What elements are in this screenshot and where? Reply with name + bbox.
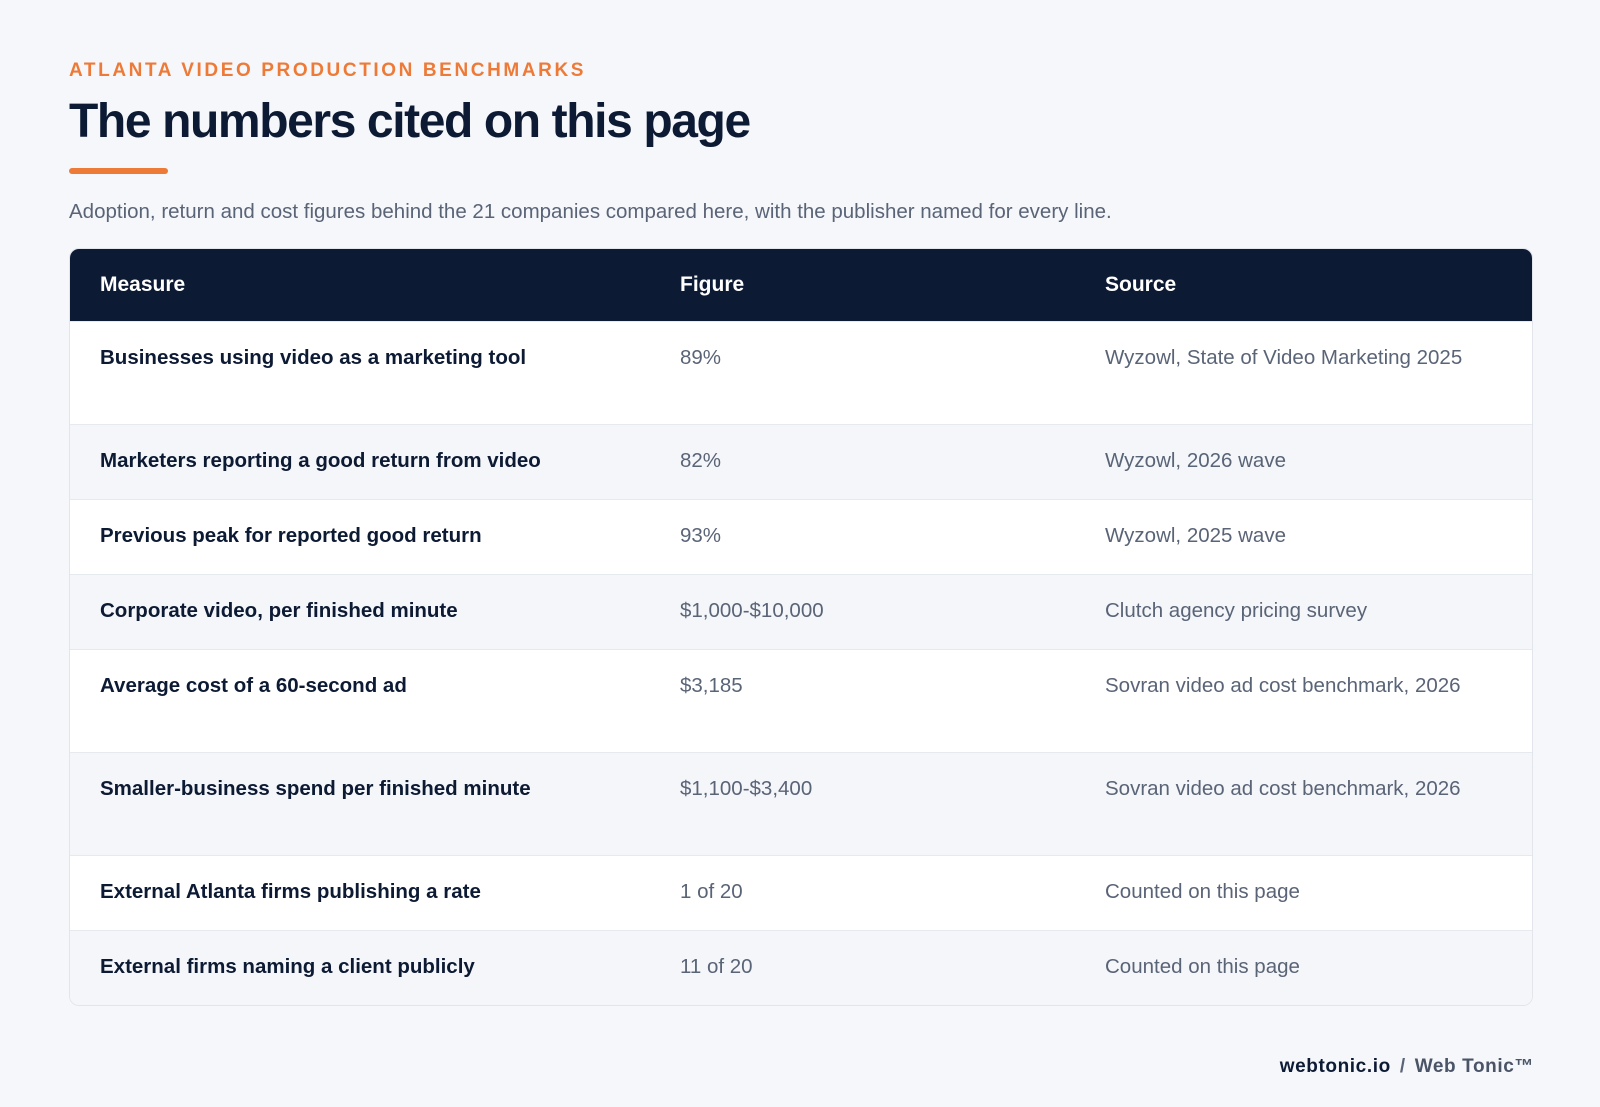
figure-cell: 11 of 20 — [680, 955, 753, 978]
figure-cell: 93% — [680, 524, 722, 547]
eyebrow-label: ATLANTA VIDEO PRODUCTION BENCHMARKS — [69, 60, 587, 81]
page-title: The numbers cited on this page — [69, 95, 751, 148]
table-row: Corporate video, per finished minute $1,… — [70, 574, 1532, 649]
page-subtitle: Adoption, return and cost figures behind… — [69, 200, 1112, 223]
figure-cell: $1,100-$3,400 — [680, 777, 813, 800]
column-header-measure: Measure — [100, 273, 186, 296]
source-cell: Wyzowl, 2025 wave — [1105, 524, 1286, 547]
footer-separator: / — [1399, 1056, 1406, 1077]
figure-cell: 82% — [680, 449, 722, 472]
table-row: Previous peak for reported good return 9… — [70, 499, 1532, 574]
footer-credit: webtonic.io / Web Tonic™ — [1280, 1054, 1534, 1080]
accent-divider — [69, 168, 168, 174]
footer-brand: Web Tonic™ — [1414, 1056, 1534, 1077]
column-header-figure: Figure — [680, 273, 745, 296]
measure-cell: Previous peak for reported good return — [100, 524, 482, 547]
source-cell: Wyzowl, State of Video Marketing 2025 — [1105, 346, 1463, 369]
benchmarks-table: Measure Figure Source Businesses using v… — [69, 248, 1533, 1006]
source-cell: Sovran video ad cost benchmark, 2026 — [1105, 674, 1461, 697]
page-header: ATLANTA VIDEO PRODUCTION BENCHMARKS The … — [69, 58, 1531, 226]
table-row: External firms naming a client publicly … — [70, 930, 1532, 1005]
table-row: Average cost of a 60-second ad $3,185 So… — [70, 649, 1532, 752]
source-cell: Clutch agency pricing survey — [1105, 599, 1368, 622]
table-header: Measure Figure Source — [70, 249, 1532, 321]
footer-domain-link[interactable]: webtonic.io — [1279, 1056, 1391, 1077]
measure-cell: External firms naming a client publicly — [100, 955, 475, 978]
measure-cell: Marketers reporting a good return from v… — [100, 449, 541, 472]
figure-cell: 1 of 20 — [680, 880, 743, 903]
measure-cell: Corporate video, per finished minute — [100, 599, 458, 622]
table-row: Marketers reporting a good return from v… — [70, 424, 1532, 499]
measure-cell: Average cost of a 60-second ad — [100, 674, 407, 697]
source-cell: Counted on this page — [1105, 955, 1300, 978]
measure-cell: External Atlanta firms publishing a rate — [100, 880, 481, 903]
figure-cell: $1,000-$10,000 — [680, 599, 824, 622]
figure-cell: 89% — [680, 346, 722, 369]
measure-cell: Smaller-business spend per finished minu… — [100, 777, 531, 800]
measure-cell: Businesses using video as a marketing to… — [100, 346, 527, 369]
source-cell: Sovran video ad cost benchmark, 2026 — [1105, 777, 1461, 800]
source-cell: Wyzowl, 2026 wave — [1105, 449, 1286, 472]
table-row: Smaller-business spend per finished minu… — [70, 752, 1532, 855]
figure-cell: $3,185 — [680, 674, 743, 697]
table-row: Businesses using video as a marketing to… — [70, 321, 1532, 424]
table-row: External Atlanta firms publishing a rate… — [70, 855, 1532, 930]
source-cell: Counted on this page — [1105, 880, 1300, 903]
column-header-source: Source — [1105, 273, 1177, 296]
